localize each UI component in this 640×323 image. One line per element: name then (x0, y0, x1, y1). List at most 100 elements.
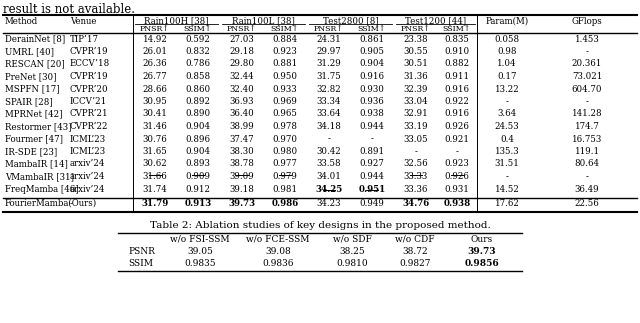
Text: 29.80: 29.80 (230, 59, 255, 68)
Text: 33.04: 33.04 (404, 97, 428, 106)
Text: 0.17: 0.17 (497, 72, 516, 81)
Text: 604.70: 604.70 (572, 85, 602, 93)
Text: 30.62: 30.62 (143, 160, 168, 169)
Text: 0.916: 0.916 (445, 85, 470, 93)
Text: 174.7: 174.7 (575, 122, 600, 131)
Text: 31.66: 31.66 (143, 172, 168, 181)
Text: 0.981: 0.981 (273, 184, 298, 193)
Text: 0.979: 0.979 (273, 172, 298, 181)
Text: 14.52: 14.52 (495, 184, 520, 193)
Text: 32.82: 32.82 (317, 85, 341, 93)
Text: 1.453: 1.453 (575, 35, 600, 44)
Text: 34.18: 34.18 (317, 122, 341, 131)
Text: 0.9835: 0.9835 (184, 259, 216, 268)
Text: FreqMamba [46]: FreqMamba [46] (5, 184, 79, 193)
Text: 0.861: 0.861 (360, 35, 385, 44)
Text: 31.65: 31.65 (143, 147, 168, 156)
Text: SSIM↑: SSIM↑ (184, 25, 212, 33)
Text: 32.44: 32.44 (230, 72, 254, 81)
Text: 0.969: 0.969 (273, 97, 298, 106)
Text: 33.05: 33.05 (404, 134, 428, 143)
Text: 0.904: 0.904 (186, 122, 211, 131)
Text: 0.916: 0.916 (360, 72, 385, 81)
Text: 1.04: 1.04 (497, 59, 516, 68)
Text: 31.29: 31.29 (317, 59, 341, 68)
Text: 39.08: 39.08 (265, 247, 291, 256)
Text: 0.938: 0.938 (444, 199, 470, 208)
Text: 0.890: 0.890 (186, 109, 211, 119)
Text: w/o SDF: w/o SDF (333, 234, 371, 244)
Text: 30.41: 30.41 (143, 109, 168, 119)
Text: 26.01: 26.01 (143, 47, 168, 56)
Text: 0.949: 0.949 (360, 199, 385, 208)
Text: -: - (506, 172, 508, 181)
Text: 0.930: 0.930 (360, 85, 385, 93)
Text: 17.62: 17.62 (495, 199, 520, 208)
Text: SSIM↑: SSIM↑ (271, 25, 299, 33)
Text: Ours: Ours (471, 234, 493, 244)
Text: PNSR↑: PNSR↑ (314, 25, 344, 33)
Text: 0.922: 0.922 (445, 97, 469, 106)
Text: -: - (506, 97, 508, 106)
Text: 0.881: 0.881 (273, 59, 298, 68)
Text: 32.56: 32.56 (404, 160, 428, 169)
Text: 31.75: 31.75 (317, 72, 341, 81)
Text: 0.910: 0.910 (444, 47, 470, 56)
Text: 33.58: 33.58 (317, 160, 341, 169)
Text: 0.912: 0.912 (186, 184, 211, 193)
Text: CVPR’20: CVPR’20 (70, 85, 109, 93)
Text: ICML’23: ICML’23 (70, 147, 106, 156)
Text: CVPR’19: CVPR’19 (70, 72, 109, 81)
Text: 0.951: 0.951 (358, 184, 386, 193)
Text: 31.51: 31.51 (495, 160, 520, 169)
Text: ECCV’18: ECCV’18 (70, 59, 110, 68)
Text: 0.950: 0.950 (273, 72, 298, 81)
Text: Rain100H [38]: Rain100H [38] (144, 16, 209, 26)
Text: PNSR↑: PNSR↑ (227, 25, 257, 33)
Text: 32.91: 32.91 (404, 109, 428, 119)
Text: -: - (371, 134, 373, 143)
Text: 0.860: 0.860 (186, 85, 211, 93)
Text: 34.76: 34.76 (403, 199, 429, 208)
Text: 0.4: 0.4 (500, 134, 514, 143)
Text: 26.36: 26.36 (143, 59, 167, 68)
Text: PNSR↑: PNSR↑ (401, 25, 431, 33)
Text: 0.977: 0.977 (273, 160, 298, 169)
Text: 39.73: 39.73 (228, 199, 255, 208)
Text: 36.40: 36.40 (230, 109, 254, 119)
Text: 29.97: 29.97 (317, 47, 341, 56)
Text: 0.98: 0.98 (497, 47, 516, 56)
Text: PNSR↑: PNSR↑ (140, 25, 170, 33)
Text: 0.893: 0.893 (186, 160, 211, 169)
Text: -: - (328, 134, 330, 143)
Text: 0.882: 0.882 (444, 59, 470, 68)
Text: 0.938: 0.938 (360, 109, 385, 119)
Text: 141.28: 141.28 (572, 109, 602, 119)
Text: 0.944: 0.944 (360, 122, 385, 131)
Text: SSIM: SSIM (128, 259, 153, 268)
Text: 33.64: 33.64 (317, 109, 341, 119)
Text: 34.23: 34.23 (317, 199, 341, 208)
Text: ICCV’21: ICCV’21 (70, 97, 108, 106)
Text: 119.1: 119.1 (575, 147, 600, 156)
Text: 34.01: 34.01 (317, 172, 341, 181)
Text: 30.76: 30.76 (143, 134, 168, 143)
Text: Test2800 [8]: Test2800 [8] (323, 16, 378, 26)
Text: -: - (456, 147, 458, 156)
Text: IR-SDE [23]: IR-SDE [23] (5, 147, 57, 156)
Text: 0.9856: 0.9856 (465, 259, 499, 268)
Text: PSNR: PSNR (128, 247, 155, 256)
Text: 0.832: 0.832 (186, 47, 211, 56)
Text: 0.904: 0.904 (360, 59, 385, 68)
Text: SSIM↑: SSIM↑ (443, 25, 471, 33)
Text: 22.56: 22.56 (575, 199, 600, 208)
Text: 33.19: 33.19 (404, 122, 428, 131)
Text: GFlops: GFlops (572, 16, 602, 26)
Text: TIP’17: TIP’17 (70, 35, 99, 44)
Text: 0.986: 0.986 (271, 199, 299, 208)
Text: arxiv’24: arxiv’24 (70, 184, 106, 193)
Text: 80.64: 80.64 (575, 160, 600, 169)
Text: -: - (586, 172, 588, 181)
Text: 30.55: 30.55 (404, 47, 428, 56)
Text: Table 2: Ablation studies of key designs in the proposed method.: Table 2: Ablation studies of key designs… (150, 222, 490, 231)
